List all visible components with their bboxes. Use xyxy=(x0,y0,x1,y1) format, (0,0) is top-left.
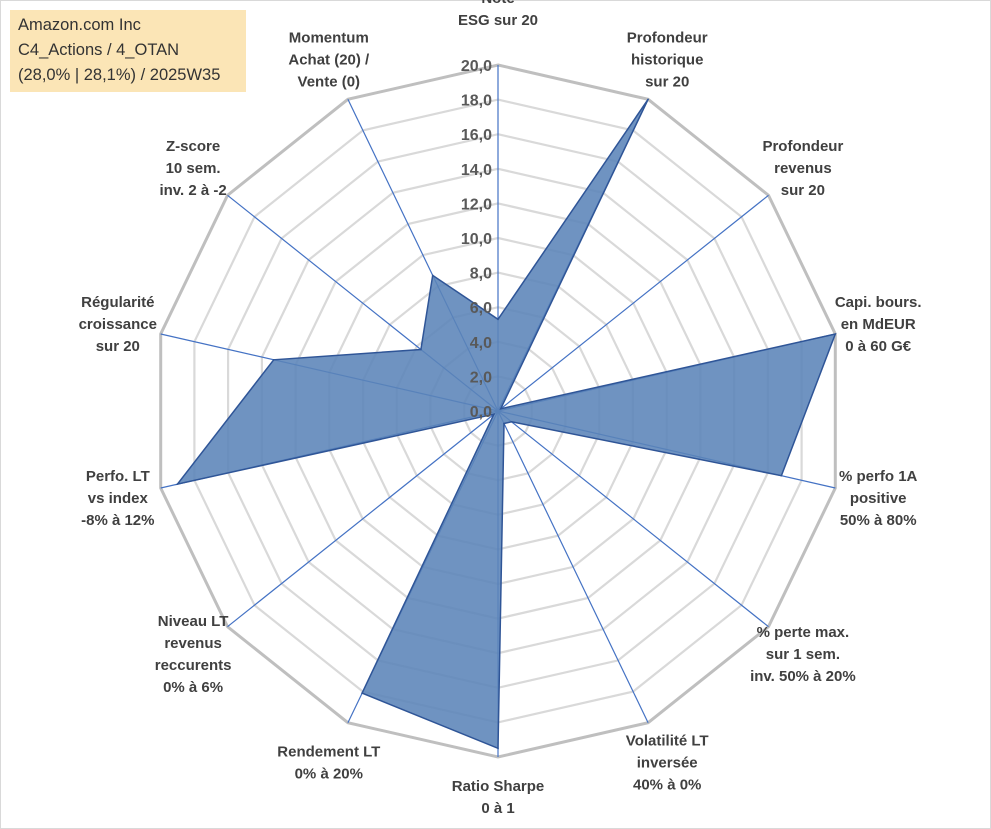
axis-label-line: inv. 2 à -2 xyxy=(159,182,226,199)
axis-label-line: inversée xyxy=(637,754,698,771)
axis-label-0: Note ESG sur 20 xyxy=(458,0,538,29)
axis-label-11: Régularité croissance sur 20 xyxy=(79,294,157,355)
radar-tick-labels: 0,0 2,0 4,0 6,0 8,0 10,0 12,0 14,0 16,0 18,0 20,0 xyxy=(461,58,492,421)
axis-label-line: Z-score xyxy=(166,138,220,155)
axis-label-2: Profondeur revenus sur 20 xyxy=(762,138,843,199)
radar-axis-labels: Note ESG sur 20 Profondeur historique sur 20… xyxy=(79,0,922,817)
axis-label-10: Perfo. LT vs index -8% à 12% xyxy=(81,468,154,529)
axis-spoke xyxy=(497,410,769,628)
tick-label: 4,0 xyxy=(470,335,492,352)
axis-label-line: reccurents xyxy=(155,657,232,674)
tick-label: 2,0 xyxy=(470,369,492,386)
axis-label-line: Capi. bours. xyxy=(835,294,922,311)
axis-label-6: Volatilité LT inversée 40% à 0% xyxy=(626,732,709,793)
axis-label-line: 0 à 60 G€ xyxy=(845,338,912,355)
axis-label-line: Volatilité LT xyxy=(626,732,709,749)
data-point xyxy=(499,408,502,410)
axis-label-line: Vente (0) xyxy=(298,74,361,91)
axis-spoke xyxy=(227,410,499,628)
data-point xyxy=(497,747,499,750)
axis-label-line: sur 20 xyxy=(96,338,140,355)
axis-label-line: positive xyxy=(850,490,907,507)
data-point xyxy=(431,274,434,277)
axis-label-line: % perte max. xyxy=(757,624,850,641)
tick-label: 16,0 xyxy=(461,127,492,144)
axis-label-line: 40% à 0% xyxy=(633,776,701,793)
axis-label-line: sur 20 xyxy=(645,74,689,91)
axis-label-line: 0% à 20% xyxy=(295,765,363,782)
axis-label-line: vs index xyxy=(88,490,149,507)
axis-label-line: 0% à 6% xyxy=(163,679,223,696)
axis-label-1: Profondeur historique sur 20 xyxy=(627,30,708,91)
data-point xyxy=(510,421,513,423)
axis-label-12: Z-score 10 sem. inv. 2 à -2 xyxy=(159,138,226,199)
data-point xyxy=(780,474,783,477)
data-point xyxy=(647,98,649,101)
axis-label-7: Ratio Sharpe 0 à 1 xyxy=(452,778,545,817)
data-point xyxy=(272,359,275,361)
data-point xyxy=(361,692,363,694)
tick-label: 8,0 xyxy=(470,266,492,283)
axis-label-line: Profondeur xyxy=(627,30,708,47)
axis-label-line: 50% à 80% xyxy=(840,512,917,529)
axis-spoke xyxy=(497,194,769,412)
axis-label-line: ESG sur 20 xyxy=(458,12,538,29)
data-point xyxy=(420,348,422,351)
axis-label-line: Niveau LT xyxy=(158,613,229,630)
title-box: Amazon.com Inc C4_Actions / 4_OTAN (28,0… xyxy=(10,10,246,92)
category-label: C4_Actions / 4_OTAN xyxy=(18,41,180,59)
tick-label: 12,0 xyxy=(461,196,492,213)
axis-label-line: Achat (20) / xyxy=(288,52,370,69)
axis-label-line: 0 à 1 xyxy=(481,800,514,817)
axis-label-line: sur 20 xyxy=(781,182,825,199)
axis-label-line: Note xyxy=(481,0,514,7)
axis-label-line: en MdEUR xyxy=(841,316,916,333)
data-point xyxy=(493,413,495,416)
data-point xyxy=(834,333,837,335)
axis-label-line: revenus xyxy=(774,160,832,177)
axis-label-line: sur 1 sem. xyxy=(766,646,840,663)
axis-label-3: Capi. bours. en MdEUR 0 à 60 G€ xyxy=(835,294,922,355)
tick-label: 0,0 xyxy=(470,404,492,421)
axis-label-line: -8% à 12% xyxy=(81,512,154,529)
axis-label-5: % perte max. sur 1 sem. inv. 50% à 20% xyxy=(750,624,856,685)
axis-label-4: % perfo 1A positive 50% à 80% xyxy=(839,468,918,529)
company-name: Amazon.com Inc xyxy=(18,16,141,34)
tick-label: 10,0 xyxy=(461,231,492,248)
axis-label-line: Profondeur xyxy=(762,138,843,155)
tick-label: 14,0 xyxy=(461,162,492,179)
axis-label-line: revenus xyxy=(164,635,222,652)
axis-label-line: Perfo. LT xyxy=(86,468,150,485)
data-point xyxy=(176,483,179,485)
axis-label-line: Rendement LT xyxy=(277,743,380,760)
axis-label-line: Momentum xyxy=(289,30,369,47)
axis-label-line: Ratio Sharpe xyxy=(452,778,545,795)
period-label: (28,0% | 28,1%) / 2025W35 xyxy=(18,66,221,84)
axis-label-line: % perfo 1A xyxy=(839,468,918,485)
axis-label-9: Niveau LT revenus reccurents 0% à 6% xyxy=(155,613,232,696)
axis-label-13: Momentum Achat (20) / Vente (0) xyxy=(288,30,370,91)
tick-label: 18,0 xyxy=(461,93,492,110)
axis-spoke xyxy=(497,410,649,723)
tick-label: 6,0 xyxy=(470,300,492,317)
axis-label-line: inv. 50% à 20% xyxy=(750,668,856,685)
data-point xyxy=(497,318,499,321)
axis-label-line: 10 sem. xyxy=(166,160,221,177)
radar-series xyxy=(175,98,837,750)
tick-label: 20,0 xyxy=(461,58,492,75)
axis-label-8: Rendement LT 0% à 20% xyxy=(277,743,380,782)
axis-label-line: Régularité xyxy=(81,294,154,311)
axis-label-line: historique xyxy=(631,52,704,69)
axis-label-line: croissance xyxy=(79,316,157,333)
data-point xyxy=(503,422,505,425)
